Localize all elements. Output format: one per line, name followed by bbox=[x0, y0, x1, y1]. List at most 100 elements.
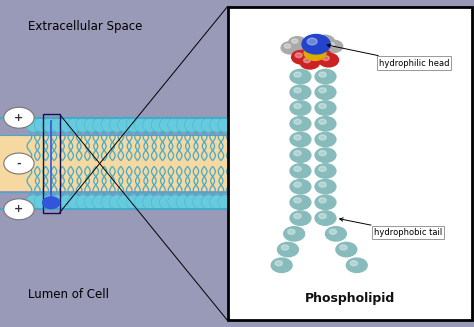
Bar bbox=[0, 136, 228, 191]
Circle shape bbox=[282, 245, 289, 250]
Ellipse shape bbox=[76, 118, 91, 132]
Circle shape bbox=[294, 166, 301, 171]
Circle shape bbox=[319, 88, 326, 93]
Circle shape bbox=[315, 195, 336, 210]
Circle shape bbox=[304, 46, 310, 50]
Circle shape bbox=[284, 227, 305, 241]
Bar bbox=[43, 114, 60, 213]
Circle shape bbox=[317, 35, 334, 47]
Ellipse shape bbox=[159, 195, 174, 209]
Circle shape bbox=[281, 42, 299, 54]
Circle shape bbox=[319, 53, 338, 67]
Ellipse shape bbox=[176, 195, 191, 209]
Ellipse shape bbox=[201, 195, 216, 209]
Circle shape bbox=[329, 229, 337, 234]
Circle shape bbox=[315, 164, 336, 178]
Ellipse shape bbox=[126, 195, 141, 209]
Circle shape bbox=[294, 104, 301, 109]
Ellipse shape bbox=[126, 118, 141, 132]
Ellipse shape bbox=[84, 118, 99, 132]
Circle shape bbox=[303, 58, 310, 63]
Circle shape bbox=[312, 47, 319, 51]
Circle shape bbox=[288, 229, 295, 234]
Ellipse shape bbox=[59, 118, 74, 132]
Ellipse shape bbox=[143, 195, 157, 209]
Circle shape bbox=[4, 107, 34, 128]
Circle shape bbox=[319, 151, 326, 156]
Circle shape bbox=[315, 101, 336, 115]
Circle shape bbox=[319, 198, 326, 203]
Ellipse shape bbox=[151, 118, 166, 132]
Ellipse shape bbox=[143, 118, 157, 132]
Circle shape bbox=[294, 135, 301, 140]
Circle shape bbox=[319, 166, 326, 171]
Circle shape bbox=[290, 101, 311, 115]
Circle shape bbox=[290, 180, 311, 194]
Circle shape bbox=[4, 153, 34, 174]
Circle shape bbox=[295, 53, 302, 58]
Circle shape bbox=[319, 72, 326, 77]
Ellipse shape bbox=[34, 118, 49, 132]
Circle shape bbox=[319, 182, 326, 187]
Circle shape bbox=[346, 258, 367, 272]
Ellipse shape bbox=[193, 118, 208, 132]
Circle shape bbox=[290, 69, 311, 84]
Text: Lumen of Cell: Lumen of Cell bbox=[28, 288, 109, 301]
Circle shape bbox=[294, 72, 301, 77]
Bar bbox=[228, 7, 472, 320]
Circle shape bbox=[290, 148, 311, 163]
Ellipse shape bbox=[92, 195, 107, 209]
Ellipse shape bbox=[184, 118, 199, 132]
Circle shape bbox=[271, 258, 292, 272]
Circle shape bbox=[294, 119, 301, 124]
Circle shape bbox=[319, 135, 326, 140]
Ellipse shape bbox=[201, 118, 216, 132]
Ellipse shape bbox=[59, 195, 74, 209]
Ellipse shape bbox=[135, 195, 149, 209]
Circle shape bbox=[294, 88, 301, 93]
Circle shape bbox=[336, 242, 357, 257]
Circle shape bbox=[311, 49, 331, 62]
Text: hydrophilic head: hydrophilic head bbox=[327, 44, 449, 68]
Circle shape bbox=[304, 45, 326, 60]
Circle shape bbox=[301, 44, 319, 56]
Ellipse shape bbox=[51, 118, 65, 132]
Circle shape bbox=[302, 34, 330, 54]
Ellipse shape bbox=[168, 195, 182, 209]
Circle shape bbox=[319, 119, 326, 124]
Ellipse shape bbox=[168, 118, 182, 132]
Ellipse shape bbox=[43, 195, 57, 209]
Circle shape bbox=[290, 132, 311, 147]
Circle shape bbox=[294, 214, 301, 218]
Ellipse shape bbox=[26, 118, 40, 132]
Circle shape bbox=[292, 39, 298, 43]
Circle shape bbox=[315, 51, 322, 56]
Ellipse shape bbox=[109, 195, 124, 209]
Circle shape bbox=[294, 198, 301, 203]
Circle shape bbox=[315, 132, 336, 147]
Circle shape bbox=[289, 37, 306, 49]
Ellipse shape bbox=[26, 195, 40, 209]
Circle shape bbox=[292, 50, 311, 64]
Ellipse shape bbox=[101, 195, 116, 209]
Ellipse shape bbox=[34, 195, 49, 209]
Circle shape bbox=[294, 182, 301, 187]
Circle shape bbox=[350, 261, 357, 266]
Circle shape bbox=[284, 44, 291, 48]
Ellipse shape bbox=[51, 195, 65, 209]
Text: +: + bbox=[14, 113, 24, 123]
Circle shape bbox=[325, 40, 343, 52]
Text: Phospholipid: Phospholipid bbox=[304, 292, 395, 305]
Circle shape bbox=[315, 180, 336, 194]
Ellipse shape bbox=[43, 118, 57, 132]
Circle shape bbox=[275, 261, 283, 266]
Ellipse shape bbox=[76, 195, 91, 209]
Circle shape bbox=[290, 85, 311, 99]
Circle shape bbox=[290, 164, 311, 178]
Circle shape bbox=[315, 85, 336, 99]
Circle shape bbox=[43, 197, 60, 209]
Circle shape bbox=[315, 211, 336, 225]
Circle shape bbox=[328, 43, 335, 47]
Ellipse shape bbox=[218, 118, 232, 132]
Text: Extracellular Space: Extracellular Space bbox=[28, 20, 143, 33]
